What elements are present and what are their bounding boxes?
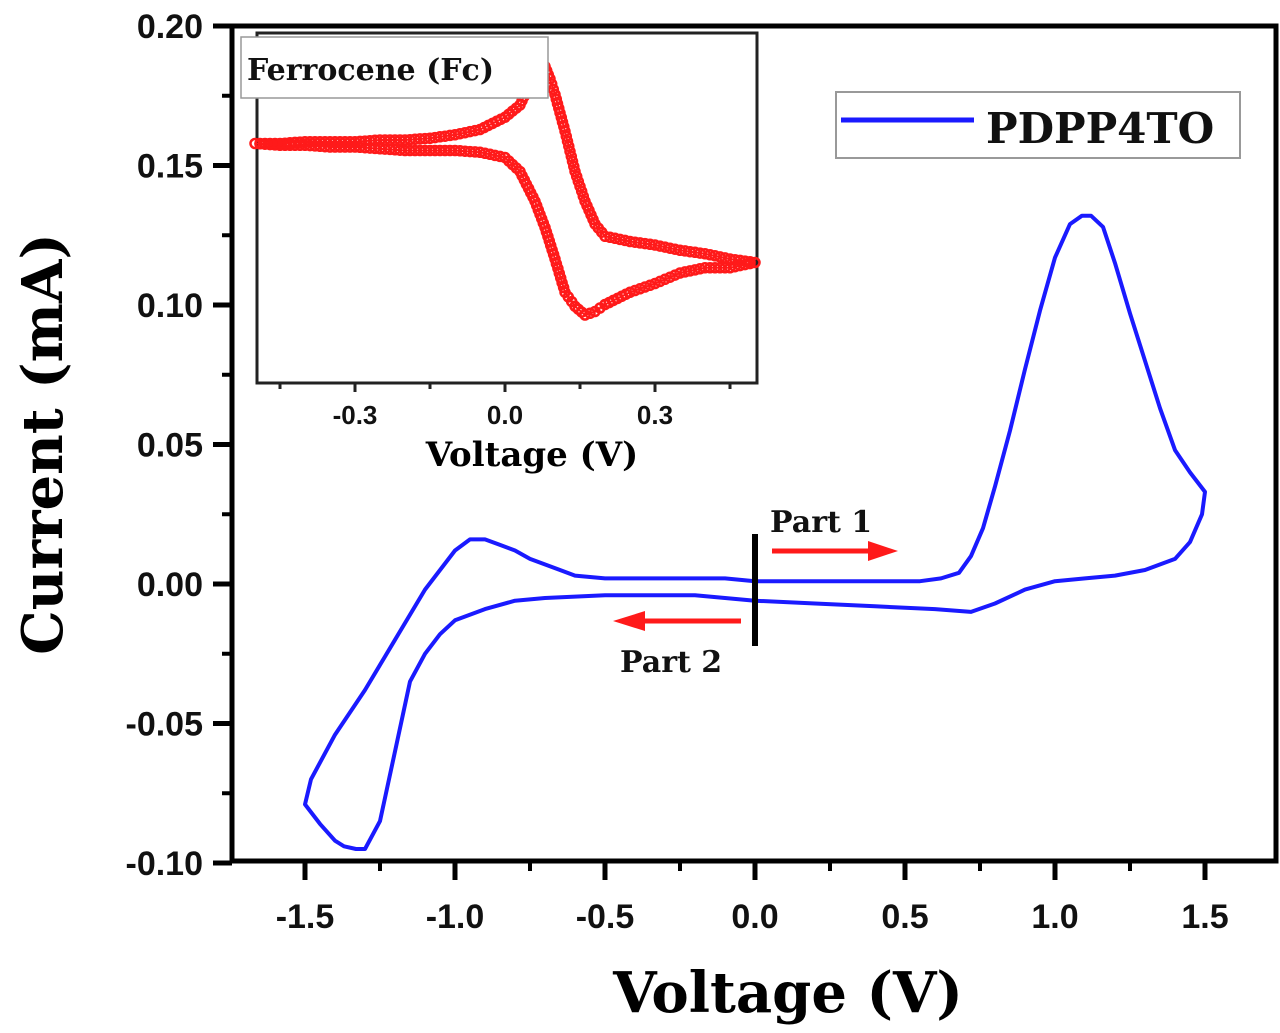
- inset-data-point: [719, 252, 731, 264]
- main-x-ticks: -1.5 -1.0 -0.5 0.0 0.5 1.0 1.5: [276, 861, 1229, 936]
- inset-data-point: [659, 241, 671, 253]
- inset-data-point: [577, 190, 590, 203]
- inset-data-point: [714, 251, 726, 263]
- inset-data-point: [479, 147, 491, 160]
- series-line-pdpp4to: [303, 213, 1207, 851]
- x-tick-label: 1.0: [1031, 898, 1078, 936]
- y-tick-label: -0.05: [126, 706, 204, 744]
- inset-data-point: [654, 240, 666, 252]
- inset-data-point: [469, 124, 481, 137]
- inset-x-axis-title: Voltage (V): [425, 435, 638, 475]
- main-legend: PDPP4TO: [835, 91, 1241, 159]
- inset-data-point: [561, 135, 574, 148]
- inset-data-point: [563, 140, 575, 153]
- inset-data-point: [459, 126, 471, 139]
- inset-data-point: [729, 253, 741, 266]
- inset-data-point: [724, 253, 736, 265]
- annotation-part1: Part 1: [770, 505, 872, 540]
- inset-data-point: [629, 236, 641, 248]
- inset-data-point: [474, 146, 486, 159]
- inset-data-point: [619, 234, 631, 247]
- inset-data-point: [474, 123, 486, 136]
- inset-data-point: [484, 148, 496, 161]
- inset-data-point: [609, 232, 621, 245]
- legend-label-pdpp4to: PDPP4TO: [986, 104, 1214, 153]
- inset-data-point: [624, 235, 636, 248]
- inset-series-group: [249, 50, 761, 321]
- inset-data-point: [674, 244, 686, 257]
- annotation-part2: Part 2: [620, 645, 722, 680]
- x-tick-label: -1.0: [426, 898, 485, 936]
- main-series-group: [303, 213, 1207, 851]
- inset-data-point: [679, 266, 691, 278]
- arrow-right-icon: [772, 541, 898, 561]
- y-tick-label: 0.00: [137, 566, 203, 604]
- inset-legend-label: Ferrocene (Fc): [247, 53, 494, 88]
- y-axis-title: Current (mA): [10, 233, 76, 655]
- x-tick-label: 0.5: [881, 898, 928, 936]
- inset-data-point: [254, 137, 266, 150]
- inset-data-point: [489, 149, 501, 162]
- arrow-left-icon: [613, 611, 741, 631]
- inset-data-point: [679, 245, 691, 257]
- inset-data-point: [259, 137, 271, 150]
- inset-data-point: [568, 160, 580, 173]
- inset-data-point: [689, 264, 701, 276]
- inset-data-point: [704, 249, 716, 261]
- inset-x-ticks: -0.3 0.0 0.3: [278, 383, 732, 430]
- inset-data-point: [614, 233, 626, 246]
- inset-data-point: [549, 88, 561, 101]
- inset-data-point: [569, 165, 581, 178]
- inset-data-point: [565, 150, 578, 163]
- y-tick-label: 0.05: [137, 427, 203, 465]
- inset-x-tick-label: -0.3: [333, 400, 378, 430]
- y-tick-label: 0.10: [137, 287, 203, 325]
- y-tick-label: 0.15: [137, 148, 203, 186]
- inset-x-tick-label: 0.0: [487, 400, 523, 430]
- inset-data-point: [464, 125, 476, 138]
- main-y-ticks: -0.10 -0.05 0.00 0.05 0.10 0.15 0.20: [126, 8, 232, 883]
- inset-data-point: [566, 155, 579, 168]
- x-tick-label: -1.5: [276, 898, 335, 936]
- inset-data-point: [669, 243, 681, 255]
- x-axis-title: Voltage (V): [612, 960, 963, 1026]
- inset-data-point: [604, 231, 616, 244]
- inset-data-point: [547, 83, 560, 96]
- x-tick-label: -0.5: [576, 898, 635, 936]
- inset-legend: Ferrocene (Fc): [240, 36, 549, 99]
- y-tick-label: -0.10: [126, 845, 204, 883]
- inset-data-point: [674, 267, 686, 279]
- x-tick-label: 0.0: [731, 898, 778, 936]
- y-tick-label: 0.20: [137, 8, 203, 46]
- inset-x-tick-label: 0.3: [637, 400, 673, 430]
- x-tick-label: 1.5: [1181, 898, 1228, 936]
- inset-data-point: [664, 242, 676, 254]
- inset-data-point: [454, 127, 466, 140]
- inset-data-point: [684, 265, 696, 277]
- inset-data-point: [709, 250, 721, 262]
- inset-data-point: [564, 145, 576, 158]
- inset-data-point: [494, 150, 506, 163]
